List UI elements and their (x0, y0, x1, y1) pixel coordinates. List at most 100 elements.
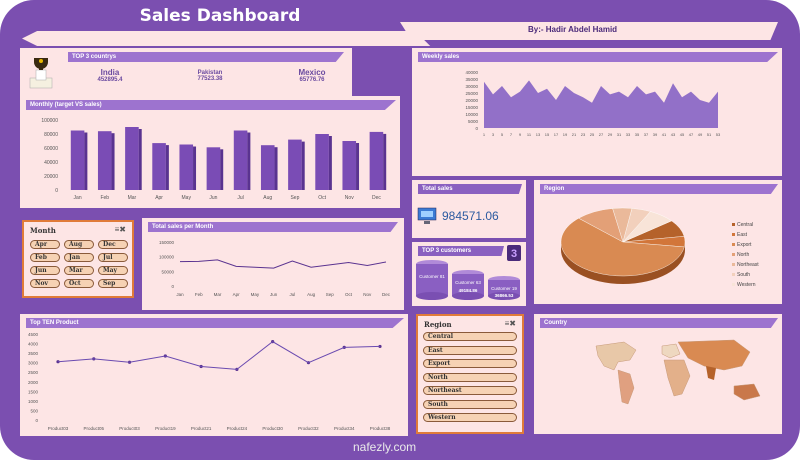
weekly-xtick: 23 (581, 132, 586, 137)
computer-icon (417, 207, 437, 224)
top10-ytick: 500 (30, 408, 38, 413)
author-label: By:- Hadir Abdel Hamid (528, 25, 618, 34)
monthly-bar (342, 141, 357, 190)
monthly-bar-side (247, 132, 251, 190)
region-slicer-item-north[interactable]: North (423, 372, 517, 382)
region-panel: Region Central East Export North Northeast So… (534, 180, 782, 304)
tsm-line (179, 259, 387, 269)
monthly-bar (70, 130, 85, 190)
monthly-bar (152, 143, 166, 190)
tsm-xtick: Aug (307, 292, 316, 297)
country-2-value: 77523.38 (197, 76, 223, 82)
weekly-area (484, 80, 718, 128)
weekly-ytick: 30000 (465, 84, 478, 89)
monthly-xtick: Jun (209, 195, 217, 201)
weekly-xtick: 21 (572, 132, 577, 137)
top10-ytick: 3500 (28, 351, 39, 356)
top10-xtick: Product03 (48, 426, 69, 431)
world-map (595, 339, 761, 405)
svg-text:3: 3 (511, 248, 517, 260)
tsm-xtick: Mar (214, 292, 222, 297)
month-slicer-item-nov[interactable]: Nov (30, 279, 60, 288)
month-slicer-item-sep[interactable]: Sep (98, 279, 128, 288)
region-slicer-item-east[interactable]: East (423, 345, 517, 355)
top10-ytick: 4500 (28, 332, 39, 337)
total-sales-panel: Total sales 984571.06 (412, 180, 526, 238)
region-slicer-item-northeast[interactable]: Northeast (423, 386, 517, 395)
monthly-ytick: 20000 (44, 174, 58, 180)
monthly-bar-side (274, 147, 278, 190)
weekly-xtick: 31 (617, 132, 622, 137)
tsm-ytick: 100000 (159, 255, 175, 260)
region-slicer: Region ≡✖ Central East Export North Northeas… (416, 314, 524, 434)
monthly-xtick: May (182, 195, 192, 201)
legend-swatch (732, 273, 735, 277)
month-slicer-item-feb[interactable]: Feb (30, 253, 60, 262)
page-title: Sales Dashboard (139, 6, 301, 26)
weekly-xtick: 9 (519, 132, 522, 137)
region-slicer-item-western[interactable]: Western (423, 413, 517, 422)
weekly-ytick: 35000 (465, 77, 478, 82)
month-slicer-item-aug[interactable]: Aug (64, 240, 94, 249)
month-slicer-item-jun[interactable]: Jun (30, 266, 60, 275)
legend-swatch (732, 283, 735, 287)
legend-swatch (732, 223, 735, 227)
author-ribbon (400, 22, 778, 40)
weekly-xtick: 49 (698, 132, 703, 137)
region-slicer-item-central[interactable]: Central (423, 332, 517, 341)
top3-countries-panel: TOP 3 countrys India 452895.4 Pakistan 7… (20, 48, 352, 96)
weekly-xtick: 1 (483, 132, 486, 137)
weekly-xtick: 11 (527, 132, 532, 137)
weekly-ytick: 10000 (465, 112, 478, 117)
top10-ytick: 2500 (28, 370, 39, 375)
pie-legend-central: Central (732, 222, 753, 228)
weekly-xtick: 35 (635, 132, 640, 137)
customer-3-name: Customer 19 (491, 286, 517, 291)
month-slicer-item-jul[interactable]: Jul (98, 253, 128, 262)
month-slicer-item-oct[interactable]: Oct (64, 279, 94, 288)
top3-customers-title: TOP 3 customers (418, 246, 504, 256)
weekly-xtick: 39 (653, 132, 658, 137)
country-1-value: 452895.4 (97, 77, 123, 83)
total-sales-title: Total sales (418, 184, 522, 194)
legend-label: Export (737, 242, 752, 248)
pie-legend-south: South (732, 272, 750, 278)
month-slicer-item-may[interactable]: May (98, 266, 128, 275)
filter-clear-icon[interactable]: ≡✖ (114, 225, 126, 234)
month-slicer: Month ≡✖ Apr Aug Dec Feb Jan Jul Jun Mar May Nov O… (22, 220, 134, 298)
tsm-ytick: 50000 (161, 269, 174, 274)
region-title: Region (540, 184, 778, 194)
monthly-bar (97, 131, 112, 190)
month-slicer-item-mar[interactable]: Mar (64, 266, 94, 275)
tsm-xtick: Feb (195, 292, 203, 297)
tsm-xtick: Dec (382, 292, 391, 297)
weekly-xtick: 53 (716, 132, 721, 137)
customer-2-value: 49184.86 (458, 288, 478, 293)
region-slicer-item-export[interactable]: Export (423, 359, 517, 368)
pie-legend-western: Western (732, 282, 756, 288)
tsm-xtick: Nov (363, 292, 372, 297)
weekly-xtick: 27 (599, 132, 604, 137)
customer-1-name: Customer 81 (419, 274, 445, 279)
weekly-xtick: 33 (626, 132, 631, 137)
monthly-bar (315, 134, 329, 190)
top10-xtick: Product21 (191, 426, 212, 431)
month-slicer-item-apr[interactable]: Apr (30, 240, 60, 249)
monthly-panel: Monthly (target VS sales) 100000 80000 600… (20, 96, 400, 208)
tsm-xtick: Jul (289, 292, 295, 297)
tsm-xtick: Apr (233, 292, 241, 297)
top10-point (56, 360, 60, 364)
month-slicer-item-jan[interactable]: Jan (64, 253, 94, 262)
monthly-bar-side (383, 133, 387, 190)
country-title: Country (540, 318, 778, 328)
weekly-xtick: 29 (608, 132, 613, 137)
monthly-bar-side (84, 132, 88, 190)
region-filter-clear-icon[interactable]: ≡✖ (504, 319, 516, 328)
monthly-xtick: Jan (74, 195, 82, 201)
region-slicer-item-south[interactable]: South (423, 399, 517, 409)
weekly-xtick: 17 (554, 132, 559, 137)
top10-panel: Top TEN Product 4500 4000 3500 3000 2500 2000… (20, 314, 408, 436)
month-slicer-item-dec[interactable]: Dec (98, 240, 128, 249)
monthly-xtick: Apr (155, 195, 163, 201)
